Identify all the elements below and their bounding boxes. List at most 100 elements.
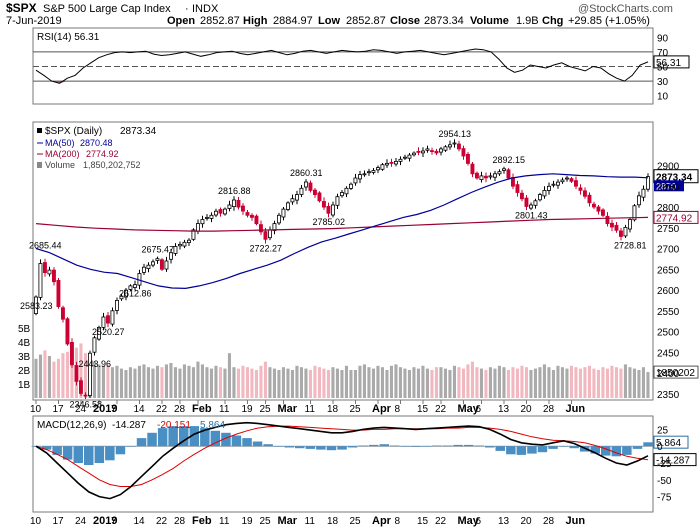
candle-body <box>605 215 610 225</box>
volume-bar <box>533 368 537 398</box>
candle-body <box>515 184 520 193</box>
header-low-value: 2852.87 <box>346 15 386 27</box>
candle-body <box>510 177 515 187</box>
x-axis-label: 15 <box>417 516 429 527</box>
candle-body <box>70 341 74 366</box>
price-annotation: 2954.13 <box>439 129 472 139</box>
candle-body <box>583 190 587 197</box>
x-axis-label: 17 <box>53 516 65 527</box>
volume-bar <box>412 367 416 398</box>
rsi-value-label: 56.31 <box>656 58 681 69</box>
candle-body <box>429 150 434 153</box>
x-axis-label: May <box>458 403 480 415</box>
volume-bar <box>353 370 357 398</box>
candle-body <box>281 208 286 218</box>
candle-body <box>362 173 367 176</box>
macd-histogram-bar <box>200 428 210 447</box>
macd-histogram-bar <box>495 446 505 451</box>
price-annotation: 2892.15 <box>493 155 526 165</box>
volume-bar <box>470 361 474 398</box>
macd-hist-value-label: 5.864 <box>656 438 681 449</box>
header-chg-label: Chg <box>542 15 563 27</box>
volume-bar <box>65 351 69 398</box>
volume-bar <box>583 367 587 398</box>
macd-histogram-bar <box>347 446 358 448</box>
candle-body <box>389 161 394 164</box>
candle-body <box>74 365 79 382</box>
candle-body <box>520 192 524 200</box>
macd-histogram-bar <box>358 445 368 447</box>
candle-body <box>263 231 268 240</box>
legend-swatch-volume <box>37 162 42 168</box>
macd-histogram-bar <box>62 446 73 460</box>
header-volume-value: 1.9B <box>516 15 539 27</box>
candle-body <box>249 214 254 218</box>
volume-bar <box>506 370 510 398</box>
x-axis-label: 22 <box>435 516 447 527</box>
candle-body <box>357 174 362 180</box>
volume-bar <box>371 368 375 398</box>
volume-bar <box>362 364 366 398</box>
candle-body <box>159 259 164 270</box>
volume-bar <box>187 365 191 398</box>
volume-bar <box>502 367 506 398</box>
candle-body <box>637 195 641 206</box>
volume-bar <box>97 364 101 398</box>
candle-body <box>92 337 97 353</box>
candle-body <box>299 187 304 195</box>
macd-axis-tick: -50 <box>657 476 672 487</box>
candle-body <box>646 176 650 190</box>
header-low-label: Low <box>318 15 340 27</box>
x-axis-label: Mar <box>278 403 298 415</box>
volume-bar <box>106 364 110 398</box>
volume-bar <box>403 368 407 398</box>
volume-bar <box>209 368 213 398</box>
volume-bar <box>169 363 173 398</box>
ma200-line <box>35 216 649 232</box>
volume-bar <box>569 365 573 398</box>
volume-bar <box>133 368 137 398</box>
macd-histogram-bar <box>463 444 474 447</box>
volume-bar <box>326 370 330 398</box>
volume-bar <box>434 367 438 398</box>
candle-body <box>115 299 119 311</box>
candle-body <box>186 239 191 243</box>
candle-body <box>272 223 277 231</box>
volume-bar <box>628 367 632 398</box>
candle-body <box>556 181 560 186</box>
candle-body <box>110 310 115 325</box>
macd-histogram-bar <box>179 426 189 447</box>
x-axis-label: Mar <box>278 515 298 527</box>
candle-body <box>420 150 425 154</box>
macd-histogram-bar <box>558 446 569 447</box>
candle-body <box>155 258 160 261</box>
volume-bar <box>223 368 227 398</box>
volume-bar <box>457 367 461 398</box>
volume-bar <box>214 365 218 398</box>
volume-bar <box>439 367 443 398</box>
volume-bar <box>443 368 447 398</box>
macd-histogram-bar <box>368 444 379 447</box>
macd-histogram-bar <box>52 446 62 455</box>
candle-body <box>106 315 110 324</box>
candle-body <box>501 168 506 171</box>
x-axis-label: Feb <box>192 403 212 415</box>
macd-histogram-bar <box>94 446 105 463</box>
legend-spx-value: 2873.34 <box>120 126 157 137</box>
volume-bar <box>488 367 492 398</box>
volume-bar <box>331 367 335 398</box>
volume-bar <box>34 358 38 398</box>
volume-bar <box>538 367 542 398</box>
x-axis-label: 13 <box>498 404 510 415</box>
candle-body <box>326 205 331 214</box>
header-symbol: $SPX <box>6 1 37 15</box>
x-axis-label: 8 <box>395 516 401 527</box>
x-axis-label: 11 <box>219 516 230 527</box>
rsi-value-box <box>653 55 690 69</box>
candle-body <box>366 171 371 174</box>
volume-value-box <box>653 365 699 379</box>
candle-body <box>434 150 439 154</box>
volume-bar <box>578 368 582 398</box>
candle-body <box>227 204 232 209</box>
